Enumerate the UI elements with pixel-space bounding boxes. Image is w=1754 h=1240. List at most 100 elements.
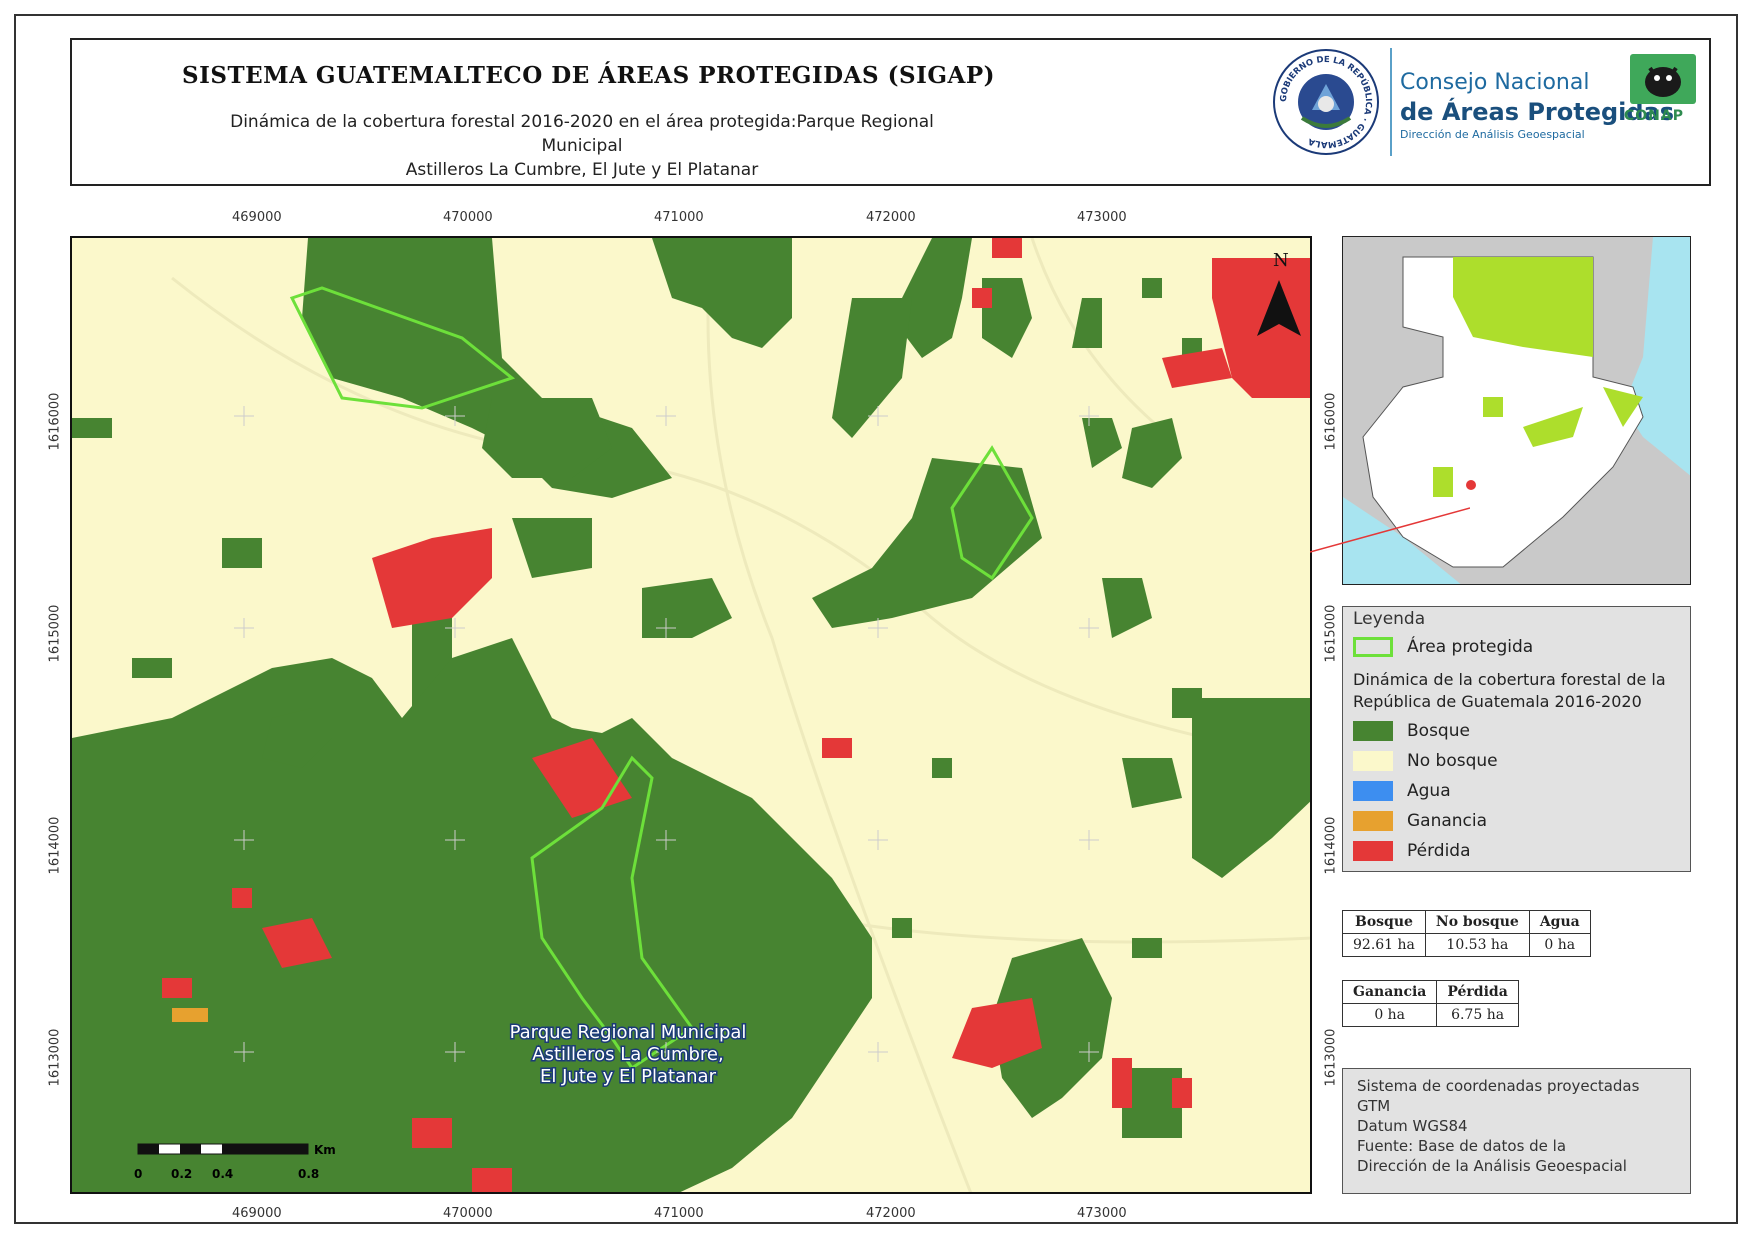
table-header: Agua xyxy=(1528,910,1591,934)
y-tick-label: 1615000 xyxy=(1323,604,1339,663)
table-cell: 10.53 ha xyxy=(1424,933,1530,957)
x-tick-label: 471000 xyxy=(654,210,704,225)
north-label: N xyxy=(1273,250,1289,271)
legend-label: Área protegida xyxy=(1407,637,1534,657)
legend-label: Agua xyxy=(1407,781,1451,801)
y-tick-label: 1614000 xyxy=(47,816,63,875)
map-subtitle: Dinámica de la cobertura forestal 2016-2… xyxy=(202,110,962,182)
x-tick-label: 470000 xyxy=(443,1206,493,1221)
table-cell: 92.61 ha xyxy=(1342,933,1426,957)
metadata-line: Sistema de coordenadas proyectadas xyxy=(1357,1077,1640,1095)
table-cell: 0 ha xyxy=(1341,1003,1438,1027)
table-header: Bosque xyxy=(1342,910,1426,934)
conap-logo-text: CONAP xyxy=(1624,108,1684,124)
area-label: Parque Regional Municipal Astilleros La … xyxy=(508,1021,748,1089)
metadata-line: Dirección de la Análisis Geoespacial xyxy=(1357,1157,1627,1175)
table-header-row: Bosque No bosque Agua xyxy=(1342,910,1591,934)
table-header: Pérdida xyxy=(1436,980,1519,1004)
legend-swatch xyxy=(1353,637,1393,657)
protected-area-east xyxy=(950,445,1034,581)
map-canvas: N Parque Regional Municipal Astilleros L… xyxy=(72,238,1310,1192)
conap-department: Dirección de Análisis Geoespacial xyxy=(1400,128,1585,141)
north-arrow: N xyxy=(1257,250,1301,336)
forest-patches xyxy=(72,238,1310,1192)
north-arrow-icon xyxy=(1257,280,1301,336)
metadata-line: GTM xyxy=(1357,1097,1391,1115)
legend-swatch xyxy=(1353,751,1393,771)
main-map[interactable]: N Parque Regional Municipal Astilleros L… xyxy=(70,236,1312,1194)
table-cell: 6.75 ha xyxy=(1436,1003,1519,1027)
table-cell: 0 ha xyxy=(1528,933,1591,957)
legend-item-bosque: Bosque xyxy=(1353,719,1470,743)
protected-area-outlines xyxy=(289,286,1034,1071)
scale-label: 0.8 xyxy=(298,1167,319,1181)
legend-swatch xyxy=(1353,781,1393,801)
legend-label: Ganancia xyxy=(1407,811,1488,831)
metadata-box: Sistema de coordenadas proyectadas GTM D… xyxy=(1342,1068,1691,1194)
legend-swatch xyxy=(1353,841,1393,861)
metadata-line: Datum WGS84 xyxy=(1357,1117,1468,1135)
legend-dynamics-title: Dinámica de la cobertura forestal de la … xyxy=(1353,670,1666,711)
x-tick-label: 470000 xyxy=(443,210,493,225)
legend-label: No bosque xyxy=(1407,751,1498,771)
forest-gain-patch xyxy=(172,1008,208,1022)
subtitle-line1: Dinámica de la cobertura forestal 2016-2… xyxy=(230,112,934,156)
scale-label: 0.4 xyxy=(212,1167,233,1181)
y-tick-label: 1613000 xyxy=(47,1028,63,1087)
conap-name-line1: Consejo Nacional xyxy=(1400,70,1590,95)
inset-connector xyxy=(1310,507,1470,553)
y-tick-label: 1615000 xyxy=(47,604,63,663)
legend-swatch xyxy=(1353,721,1393,741)
stats-table-cover: Bosque No bosque Agua 92.61 ha 10.53 ha … xyxy=(1342,910,1591,957)
scale-unit: Km xyxy=(314,1143,336,1157)
header: SISTEMA GUATEMALTECO DE ÁREAS PROTEGIDAS… xyxy=(70,38,1711,186)
protected-area-main xyxy=(530,755,695,1071)
legend-label: Bosque xyxy=(1407,721,1470,741)
protected-area-north xyxy=(289,286,516,410)
logo-divider xyxy=(1390,48,1392,156)
y-tick-label: 1616000 xyxy=(47,392,63,451)
legend: Leyenda Área protegida Dinámica de la co… xyxy=(1342,606,1691,872)
legend-label: Pérdida xyxy=(1407,841,1471,861)
grid-crosses xyxy=(234,406,1099,1062)
y-tick-label: 1614000 xyxy=(1323,816,1339,875)
table-row: 92.61 ha 10.53 ha 0 ha xyxy=(1342,933,1591,957)
x-tick-label: 473000 xyxy=(1077,1206,1127,1221)
area-label-line2: Astilleros La Cumbre, xyxy=(532,1044,723,1065)
legend-item-ganancia: Ganancia xyxy=(1353,809,1487,833)
area-label-line1: Parque Regional Municipal xyxy=(510,1022,747,1043)
legend-title: Leyenda xyxy=(1353,609,1426,629)
legend-item-perdida: Pérdida xyxy=(1353,839,1471,863)
scale-label: 0.2 xyxy=(171,1167,192,1181)
guatemala-seal-logo: GOBIERNO DE LA REPÚBLICA · GUATEMALA xyxy=(1273,49,1379,155)
stats-table-change: Ganancia Pérdida 0 ha 6.75 ha xyxy=(1341,980,1519,1027)
outer-frame xyxy=(14,14,1738,1224)
inset-canvas xyxy=(1343,237,1690,584)
y-tick-label: 1616000 xyxy=(1323,392,1339,451)
location-marker xyxy=(1466,480,1476,490)
legend-protected-area: Área protegida xyxy=(1353,635,1533,659)
x-tick-label: 472000 xyxy=(866,1206,916,1221)
locator-inset-map[interactable] xyxy=(1342,236,1691,585)
legend-swatch xyxy=(1353,811,1393,831)
x-tick-label: 471000 xyxy=(654,1206,704,1221)
x-tick-label: 472000 xyxy=(866,210,916,225)
subtitle-line2: Astilleros La Cumbre, El Jute y El Plata… xyxy=(405,160,759,180)
table-header: No bosque xyxy=(1424,910,1530,934)
table-row: 0 ha 6.75 ha xyxy=(1341,1003,1519,1027)
x-tick-label: 473000 xyxy=(1077,210,1127,225)
x-tick-label: 469000 xyxy=(232,1206,282,1221)
legend-item-agua: Agua xyxy=(1353,779,1451,803)
pacific-ocean xyxy=(1343,497,1461,584)
x-tick-label: 469000 xyxy=(232,210,282,225)
legend-item-no-bosque: No bosque xyxy=(1353,749,1498,773)
conap-name-line2: de Áreas Protegidas xyxy=(1400,98,1675,126)
conap-jaguar-icon xyxy=(1630,54,1696,104)
metadata-line: Fuente: Base de datos de la xyxy=(1357,1137,1567,1155)
page-title: SISTEMA GUATEMALTECO DE ÁREAS PROTEGIDAS… xyxy=(182,62,996,89)
scale-label: 0 xyxy=(134,1167,142,1181)
area-label-line3: El Jute y El Platanar xyxy=(540,1066,717,1087)
table-header-row: Ganancia Pérdida xyxy=(1341,980,1519,1004)
peten-protected-areas xyxy=(1453,257,1593,357)
scale-bar: Km 0 0.2 0.4 0.8 xyxy=(134,1143,336,1181)
